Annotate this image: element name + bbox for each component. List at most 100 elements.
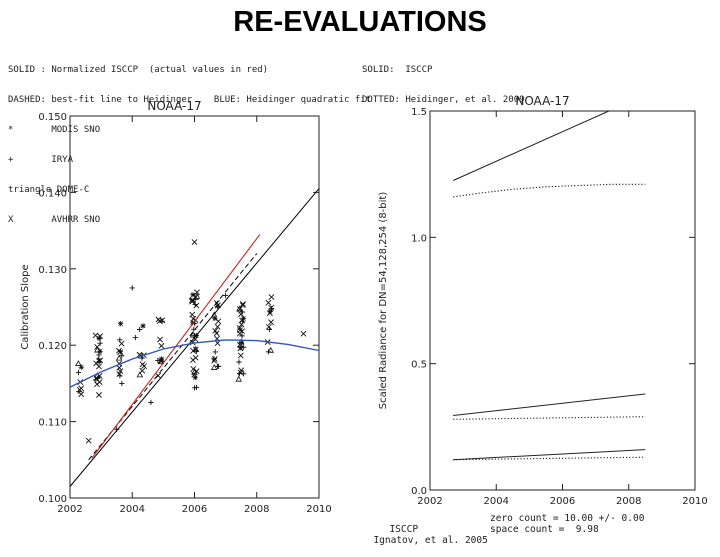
- data-point-plus: [215, 363, 222, 369]
- heidinger-dotted-line: [453, 416, 646, 420]
- data-point-x: [215, 318, 222, 325]
- data-point-star: [118, 321, 124, 327]
- data-point-plus: [193, 384, 200, 390]
- data-point-x: [94, 344, 101, 350]
- legend-line: SOLID : Normalized ISCCP (actual values …: [8, 65, 269, 75]
- legend-line: + IRYA: [8, 155, 74, 165]
- isccp-solid-line: [453, 393, 646, 416]
- data-point-x: [239, 302, 246, 309]
- data-point-x: [238, 321, 245, 328]
- data-point-star: [267, 308, 273, 315]
- legend-line: DASHED: best-fit line to Heidinger BLUE:…: [8, 95, 372, 105]
- heidinger-quadratic-fit-line: [69, 339, 320, 388]
- y-tick-label: 0.140: [38, 188, 67, 199]
- calibration-slope-chart: 2002 2004 2006 2008 2010 0.100 0.110 0.120 0.130…: [20, 99, 332, 515]
- data-point-plus: [212, 349, 218, 355]
- data-point-star: [140, 323, 146, 329]
- data-point-x: [78, 391, 85, 398]
- data-point-x: [93, 360, 100, 367]
- y-tick-label: 0.120: [38, 341, 67, 352]
- data-point-x: [96, 392, 102, 398]
- data-point-x: [76, 386, 83, 393]
- y-tick-label: 1.0: [411, 233, 427, 244]
- data-point-x: [156, 318, 163, 325]
- data-point-triangle: [237, 338, 245, 345]
- data-point-plus: [129, 285, 135, 291]
- legend-line: X AVHRR SNO: [8, 215, 101, 225]
- data-point-x: [237, 352, 244, 359]
- x-tick-label: 2004: [484, 496, 509, 507]
- data-point-x: [85, 437, 92, 444]
- x-tick-label: 2004: [120, 504, 145, 515]
- isccp-solid-line: [452, 110, 610, 181]
- data-point-star: [192, 374, 198, 381]
- data-point-plus: [132, 334, 138, 341]
- data-point-plus: [117, 337, 123, 343]
- data-point-plus: [266, 326, 272, 333]
- x-tick-label: 2002: [417, 496, 442, 507]
- x-tick-label: 2006: [182, 504, 207, 515]
- data-point-triangle: [235, 375, 242, 382]
- footer-line-1: ISCCP zero count = 10.00 +/- 0.00: [378, 513, 644, 546]
- heidinger-dotted-line: [453, 456, 646, 461]
- data-point-x: [268, 304, 275, 311]
- data-point-star: [240, 315, 247, 321]
- x-tick-label: 2008: [616, 496, 641, 507]
- heidinger-dotted-line: [453, 183, 646, 198]
- plot-title: NOAA-17: [515, 94, 569, 108]
- y-tick-label: 0.100: [38, 494, 67, 505]
- legend-line: SOLID: ISCCP: [362, 65, 433, 75]
- data-point-x: [300, 330, 307, 337]
- x-tick-label: 2006: [550, 496, 575, 507]
- data-point-x: [191, 239, 198, 245]
- data-point-x: [266, 310, 273, 317]
- left-legend: SOLID : Normalized ISCCP (actual values …: [8, 45, 371, 235]
- data-point-star: [214, 303, 221, 309]
- data-point-x: [141, 363, 147, 370]
- data-point-triangle: [192, 345, 199, 352]
- data-point-plus: [93, 377, 99, 383]
- data-point-star: [97, 348, 103, 354]
- data-point-x: [191, 371, 198, 378]
- data-point-plus: [117, 373, 123, 379]
- footer-isccp: ISCCP: [389, 524, 419, 535]
- y-tick-label: 0.130: [38, 265, 67, 276]
- data-point-star: [158, 356, 165, 362]
- data-point-plus: [119, 380, 125, 387]
- data-point-x: [236, 306, 243, 312]
- y-tick-label: 0.0: [411, 486, 427, 497]
- data-point-x: [236, 325, 243, 331]
- data-point-plus: [239, 309, 245, 315]
- data-point-x: [214, 323, 221, 330]
- data-point-star: [212, 315, 218, 322]
- data-point-star: [78, 364, 84, 370]
- right-legend: SOLID: ISCCP DOTTED: Heidinger, et al. 2…: [362, 45, 525, 115]
- data-point-x: [92, 332, 99, 339]
- x-tick-label: 2010: [682, 496, 707, 507]
- slide-title: RE-EVALUATIONS: [233, 6, 487, 38]
- data-point-x: [211, 356, 218, 362]
- data-point-x: [237, 369, 244, 376]
- data-point-x: [192, 336, 199, 343]
- scaled-radiance-chart: 2002 2004 2006 2008 2010 0.0 0.5 1.0 1.5 NOAA-17 S…: [378, 94, 708, 507]
- data-point-x: [211, 357, 218, 364]
- data-point-x: [212, 327, 219, 334]
- data-point-x: [268, 319, 274, 326]
- data-point-triangle: [210, 364, 218, 370]
- data-point-x: [237, 345, 244, 352]
- data-point-plus: [119, 353, 125, 359]
- legend-line: * MODIS SNO: [8, 125, 101, 135]
- data-point-x: [190, 357, 196, 363]
- data-point-x: [193, 289, 200, 296]
- data-point-plus: [223, 292, 229, 299]
- data-point-x: [239, 328, 245, 335]
- data-point-x: [239, 301, 246, 307]
- y-tick-label: 1.5: [411, 107, 427, 118]
- legend-line: DOTTED: Heidinger, et al. 2009: [362, 95, 525, 105]
- data-point-plus: [75, 369, 82, 376]
- data-point-star: [96, 335, 102, 341]
- data-point-x: [193, 368, 200, 375]
- footer-zero-count: zero count = 10.00 +/- 0.00: [490, 513, 645, 524]
- data-point-triangle: [267, 346, 274, 353]
- data-point-star: [238, 340, 245, 346]
